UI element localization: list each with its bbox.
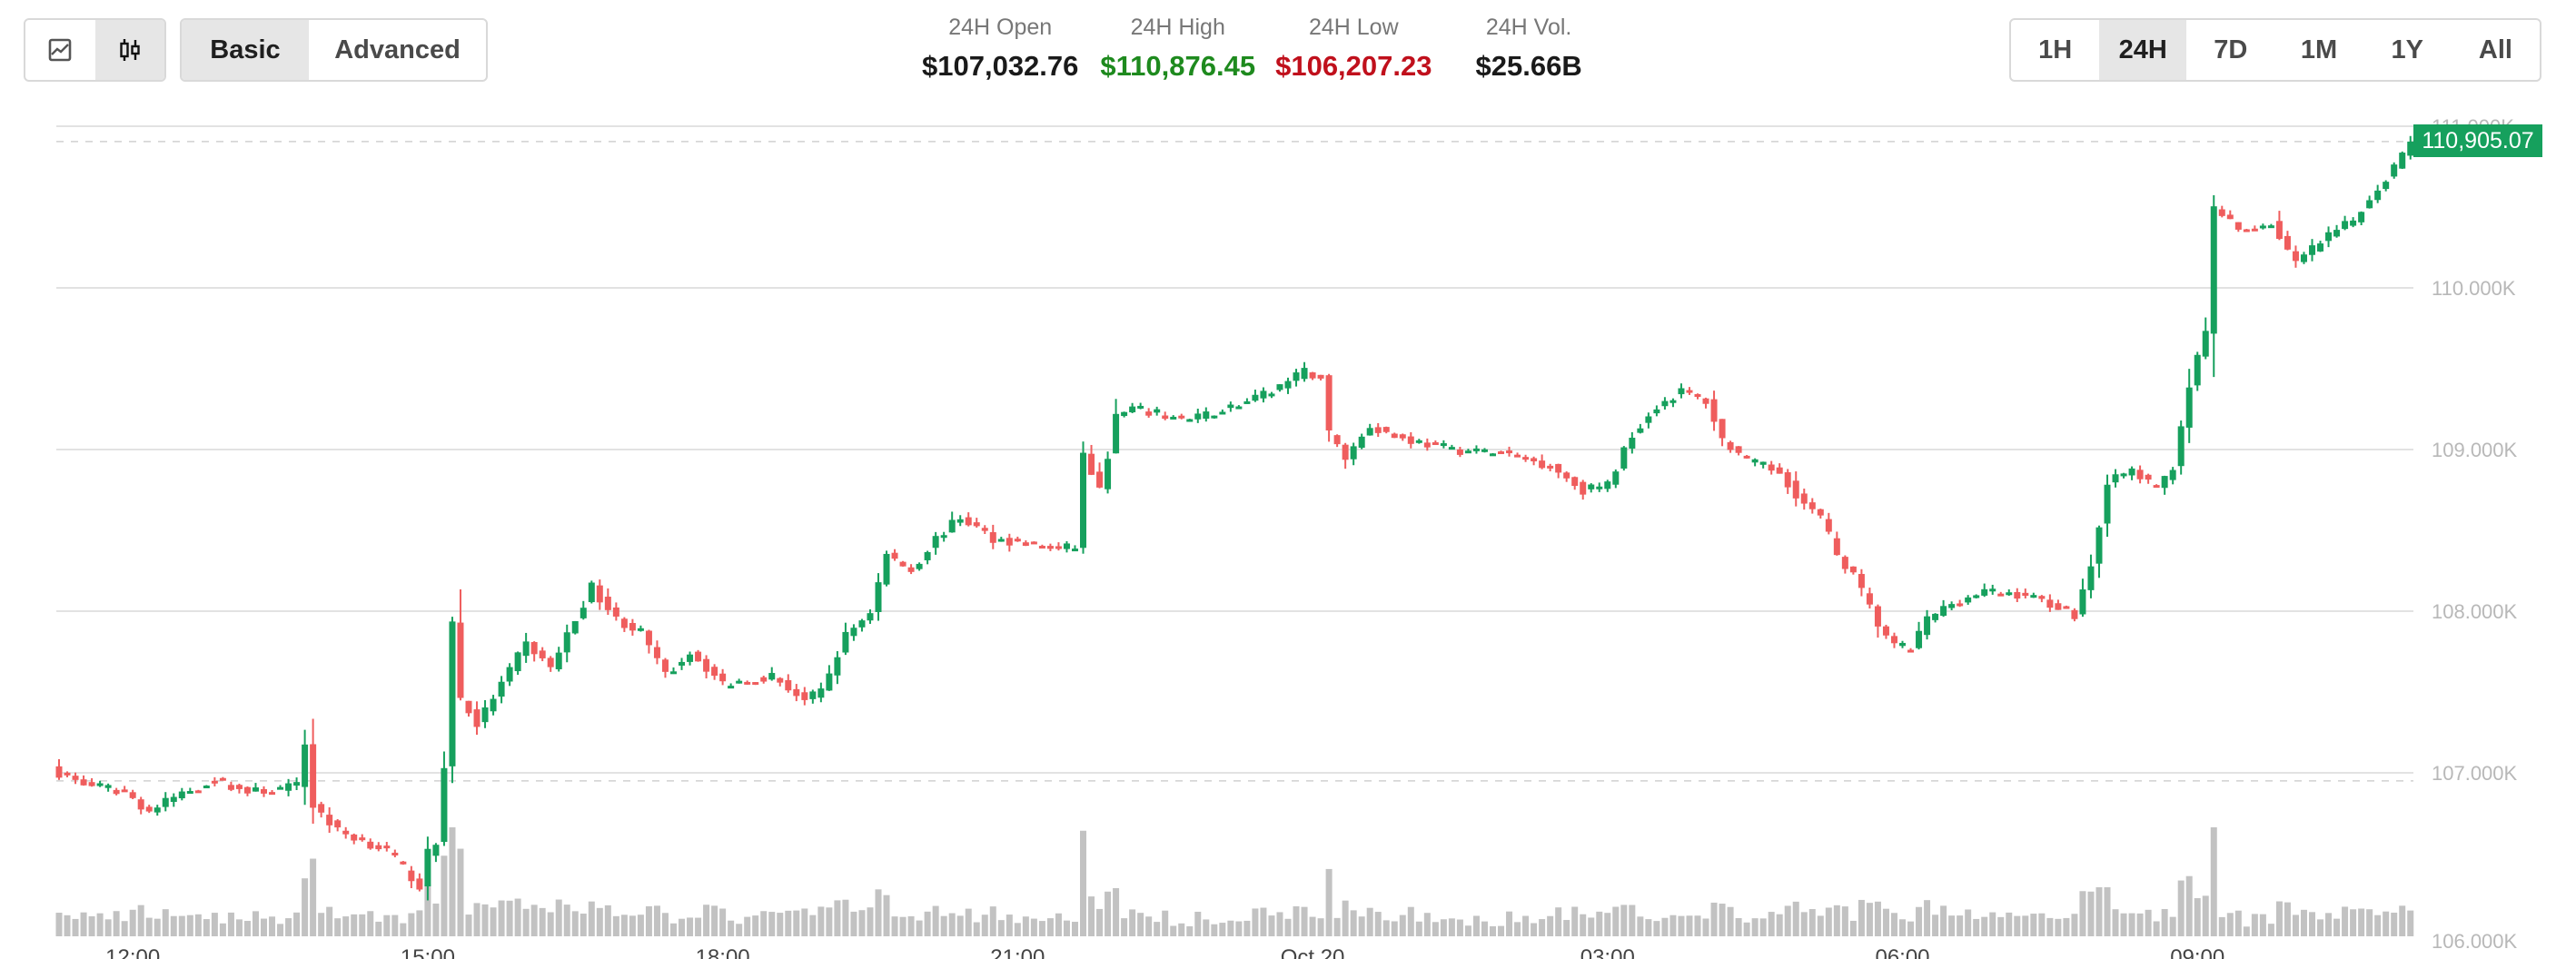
stat-label: 24H Vol. [1485, 15, 1572, 40]
stat-24h-open: 24H Open $107,032.76 [922, 15, 1078, 83]
svg-text:107.000K: 107.000K [2432, 762, 2518, 785]
candlestick-icon [120, 39, 140, 61]
last-price-tag: 110,905.07 [2413, 124, 2542, 157]
stat-24h-volume: 24H Vol. $25.66B [1476, 15, 1582, 83]
svg-text:106.000K: 106.000K [2432, 930, 2518, 953]
range-1m-button[interactable]: 1M [2300, 35, 2338, 64]
mode-toggle: Basic Advanced [180, 18, 488, 82]
stat-value: $107,032.76 [922, 50, 1079, 82]
stat-24h-high: 24H High $110,876.45 [1100, 15, 1255, 83]
svg-text:108.000K: 108.000K [2432, 600, 2518, 623]
stat-value: $110,876.45 [1100, 50, 1256, 82]
svg-text:Oct 20: Oct 20 [1281, 945, 1345, 959]
candlesticks [55, 135, 2414, 901]
candlestick-chart-button[interactable] [94, 20, 164, 80]
line-chart-button[interactable] [25, 20, 95, 80]
svg-text:03:00: 03:00 [1580, 945, 1635, 959]
stat-value: $106,207.23 [1275, 50, 1432, 82]
svg-text:109.000K: 109.000K [2432, 439, 2518, 461]
stat-24h-low: 24H Low $106,207.23 [1275, 15, 1432, 83]
chart-type-toggle [24, 18, 166, 82]
line-chart-icon [48, 38, 72, 62]
stats-summary: 24H Open $107,032.76 24H High $110,876.4… [922, 15, 1600, 83]
stat-value: $25.66B [1475, 50, 1582, 82]
svg-text:110.000K: 110.000K [2432, 277, 2516, 300]
advanced-mode-button[interactable]: Advanced [334, 35, 461, 64]
stat-label: 24H Open [948, 15, 1053, 40]
x-axis-labels: 12:00 15:00 18:00 21:00 Oct 20 03:00 06:00 09:0… [105, 945, 2224, 959]
time-range-selector: 1H 24H 7D 1M 1Y All [2009, 18, 2541, 82]
svg-text:21:00: 21:00 [990, 945, 1045, 959]
svg-text:18:00: 18:00 [696, 945, 750, 959]
stat-label: 24H High [1130, 15, 1225, 40]
range-1y-button[interactable]: 1Y [2391, 35, 2423, 64]
range-1h-button[interactable]: 1H [2038, 35, 2073, 64]
range-24h-button[interactable]: 24H [2099, 20, 2187, 80]
y-axis-labels: 111.000K110.000K109.000K108.000K107.000K… [2432, 115, 2518, 953]
range-all-button[interactable]: All [2478, 35, 2512, 64]
svg-text:15:00: 15:00 [401, 945, 455, 959]
svg-text:09:00: 09:00 [2170, 945, 2224, 959]
svg-text:12:00: 12:00 [105, 945, 160, 959]
range-7d-button[interactable]: 7D [2214, 35, 2248, 64]
volume-bars [55, 827, 2414, 936]
svg-text:06:00: 06:00 [1875, 945, 1929, 959]
grid-lines [56, 125, 2413, 782]
stat-label: 24H Low [1308, 15, 1399, 40]
basic-mode-button[interactable]: Basic [182, 20, 309, 80]
